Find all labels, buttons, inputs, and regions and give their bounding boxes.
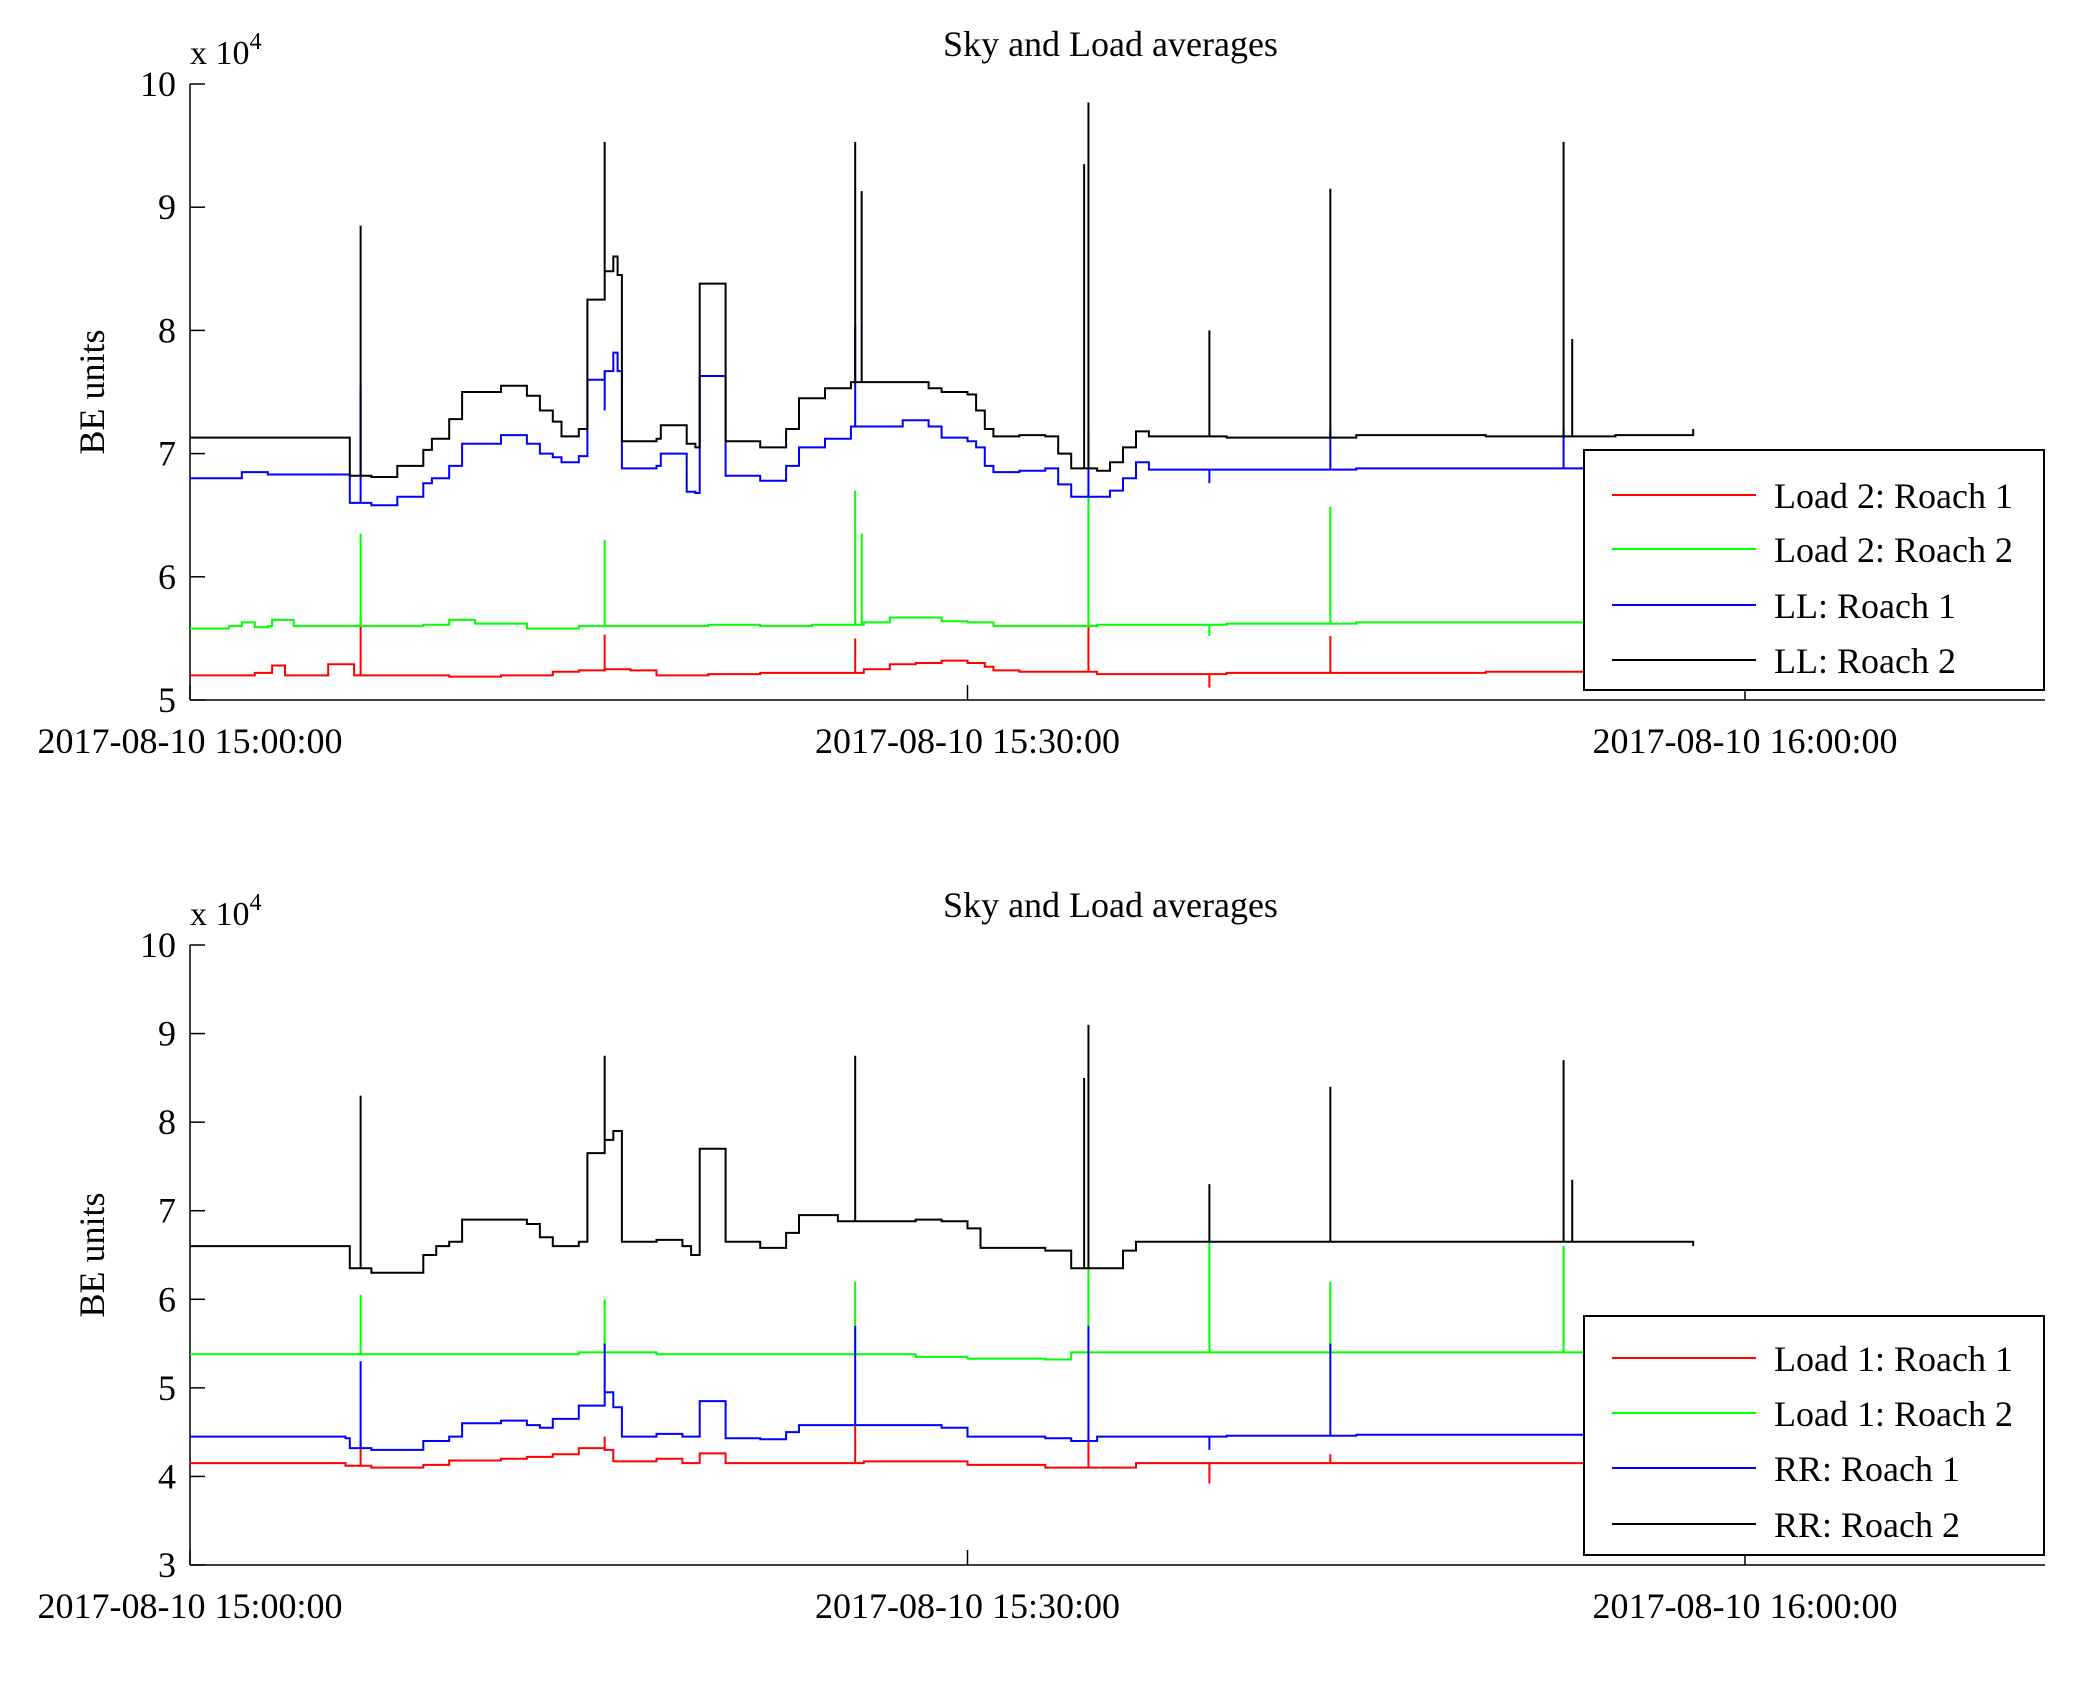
chart0-y-multiplier: x 104 — [190, 29, 262, 72]
chart0-legend-label-2: LL: Roach 1 — [1774, 586, 1956, 626]
chart0-title: Sky and Load averages — [943, 24, 1278, 64]
chart0-legend — [1583, 449, 2045, 691]
chart1-series-2-line — [190, 1391, 1695, 1451]
chart1-series-3-line — [190, 1130, 1695, 1274]
chart0-y-multiplier-base: x 10 — [190, 35, 250, 72]
chart1-ytick-label: 8 — [158, 1102, 176, 1142]
chart1-ylabel: BE units — [72, 1192, 112, 1317]
chart0-ylabel: BE units — [72, 329, 112, 454]
chart0-xtick-label: 2017-08-10 15:30:00 — [815, 721, 1120, 761]
chart1-xtick-label: 2017-08-10 15:00:00 — [38, 1586, 343, 1626]
chart0-legend-label-3: LL: Roach 2 — [1774, 641, 1956, 681]
chart0-y-multiplier-exp: 4 — [250, 29, 262, 55]
chart0-legend-label-0: Load 2: Roach 1 — [1774, 476, 2013, 516]
chart0-ytick-label: 5 — [158, 680, 176, 720]
chart0-ytick-label: 10 — [140, 64, 176, 104]
chart1-y-multiplier: x 104 — [190, 890, 262, 933]
chart0-legend-label-1: Load 2: Roach 2 — [1774, 530, 2013, 570]
chart1-series-0-line — [190, 1447, 1694, 1469]
chart1-legend-label-2: RR: Roach 1 — [1774, 1449, 1960, 1489]
chart1-y-multiplier-base: x 10 — [190, 896, 250, 933]
chart1-ytick-label: 6 — [158, 1279, 176, 1319]
chart0-ytick-label: 6 — [158, 557, 176, 597]
chart1-ytick-label: 3 — [158, 1545, 176, 1585]
chart0-series-3-line — [190, 255, 1695, 478]
chart0-series-0-line — [190, 659, 1695, 678]
chart1-legend-label-0: Load 1: Roach 1 — [1774, 1339, 2013, 1379]
chart0-ytick-label: 8 — [158, 310, 176, 350]
chart1-ytick-label: 9 — [158, 1014, 176, 1054]
chart0-xtick-label: 2017-08-10 15:00:00 — [38, 721, 343, 761]
chart0-ytick-label: 9 — [158, 187, 176, 227]
chart1-ytick-label: 4 — [158, 1456, 176, 1496]
chart1-ytick-label: 7 — [158, 1191, 176, 1231]
chart1-ytick-label: 5 — [158, 1368, 176, 1408]
chart1-xtick-label: 2017-08-10 16:00:00 — [1593, 1586, 1898, 1626]
chart1-y-multiplier-exp: 4 — [250, 890, 262, 916]
chart1-legend-label-3: RR: Roach 2 — [1774, 1505, 1960, 1545]
chart1-legend-label-1: Load 1: Roach 2 — [1774, 1394, 2013, 1434]
chart1-legend — [1583, 1315, 2045, 1556]
chart0-series-1-line — [190, 616, 1695, 630]
chart0-series-2-line — [190, 351, 1694, 507]
chart1-title: Sky and Load averages — [943, 885, 1278, 925]
chart1-series-1-line — [190, 1349, 1695, 1361]
chart1-ytick-label: 10 — [140, 925, 176, 965]
chart1-xtick-label: 2017-08-10 15:30:00 — [815, 1586, 1120, 1626]
chart0-xtick-label: 2017-08-10 16:00:00 — [1593, 721, 1898, 761]
chart0-ytick-label: 7 — [158, 434, 176, 474]
